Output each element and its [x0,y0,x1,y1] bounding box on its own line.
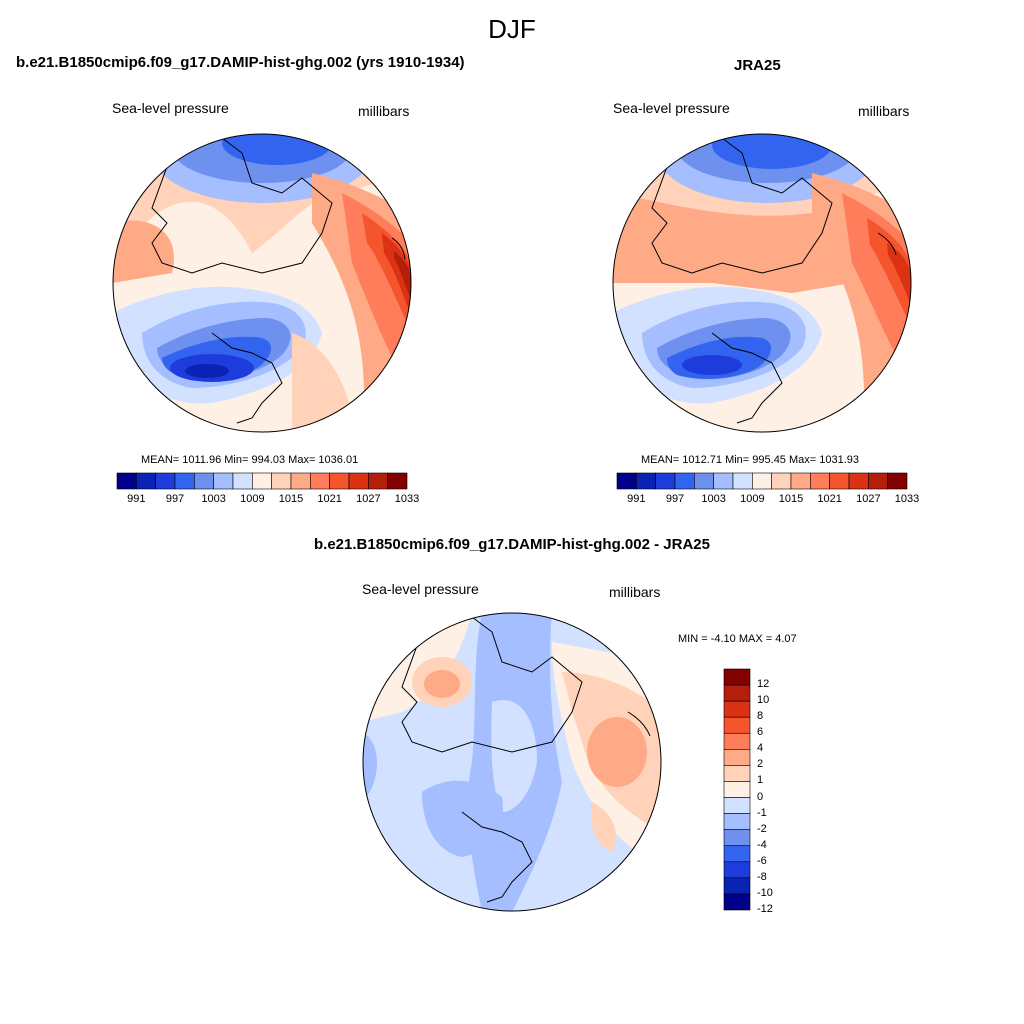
colorbar-swatch [868,472,888,490]
colorbar-swatch [348,472,369,490]
colorbar-tick-label: 1015 [278,493,304,505]
colorbar-swatch [155,472,176,490]
colorbar-tick-label: -4 [757,838,767,851]
colorbar-tick-label: 1027 [856,493,881,505]
colorbar-swatch [723,813,751,830]
panel3-colorbar [723,668,751,911]
colorbar-swatch [136,472,156,490]
colorbar-swatch [636,472,656,490]
colorbar-tick-label: 8 [757,710,764,723]
panel1-polar-map [112,133,412,433]
colorbar-tick-label: 991 [627,493,646,505]
colorbar-swatch [887,472,908,490]
colorbar-tick-label: 1033 [394,493,420,505]
colorbar-tick-label: -2 [757,822,767,835]
colorbar-tick-label: 991 [127,493,146,505]
colorbar-swatch [723,716,751,734]
colorbar-swatch [713,472,734,490]
colorbar-tick-label: 1 [757,774,764,787]
panel3-units-label: millibars [609,584,661,600]
colorbar-swatch [723,877,751,895]
colorbar-tick-label: -10 [757,886,773,899]
panel2-polar-map [612,133,912,433]
colorbar-tick-label: 10 [757,694,770,707]
panel1-units-label: millibars [358,103,410,119]
colorbar-swatch [271,472,292,490]
colorbar-tick-label: 1003 [201,493,226,505]
colorbar-swatch [655,472,676,490]
colorbar-tick-label: 1009 [240,493,265,505]
colorbar-swatch [290,472,311,490]
colorbar-tick-label: 997 [665,493,685,505]
colorbar-swatch [213,472,234,490]
colorbar-swatch [771,472,792,490]
colorbar-swatch [310,472,330,490]
colorbar-tick-label: -1 [757,806,767,819]
colorbar-tick-label: -6 [757,854,767,867]
colorbar-swatch [723,700,751,718]
colorbar-swatch [116,472,137,490]
panel2-units-label: millibars [858,103,910,119]
panel1-colorbar [116,472,408,490]
colorbar-swatch [723,893,751,911]
colorbar-tick-label: 1033 [894,493,920,505]
colorbar-swatch [723,749,751,766]
panel2-variable-label: Sea-level pressure [613,100,730,116]
colorbar-swatch [848,472,869,490]
colorbar-swatch [329,472,350,490]
colorbar-swatch [232,472,253,490]
colorbar-tick-label: 1021 [317,493,342,505]
panel3-polar-map [362,612,662,912]
colorbar-swatch [368,472,388,490]
colorbar-tick-label: 4 [757,742,764,755]
colorbar-tick-label: 1003 [701,493,726,505]
panel2-colorbar [616,472,908,490]
panel1-title: b.e21.B1850cmip6.f09_g17.DAMIP-hist-ghg.… [16,54,465,71]
colorbar-swatch [723,845,751,863]
colorbar-swatch [723,781,751,798]
panel3-stats: MIN = -4.10 MAX = 4.07 [678,633,797,645]
colorbar-tick-label: 1027 [356,493,381,505]
colorbar-swatch [387,472,408,490]
colorbar-tick-label: 12 [757,678,770,691]
colorbar-swatch [174,472,195,490]
panel2-title: JRA25 [734,57,781,74]
colorbar-swatch [252,472,272,490]
colorbar-tick-label: -8 [757,870,767,883]
colorbar-tick-label: -12 [757,903,773,915]
panel2-stats: MEAN= 1012.71 Min= 995.45 Max= 1031.93 [641,454,860,466]
panel1-variable-label: Sea-level pressure [112,100,229,116]
colorbar-swatch [194,472,214,490]
colorbar-swatch [674,472,695,490]
colorbar-tick-label: 0 [757,790,764,803]
colorbar-tick-label: 2 [757,758,764,771]
colorbar-swatch [810,472,830,490]
colorbar-swatch [723,684,751,702]
panel1-stats: MEAN= 1011.96 Min= 994.03 Max= 1036.01 [141,454,359,466]
colorbar-swatch [790,472,811,490]
colorbar-swatch [723,861,751,879]
colorbar-tick-label: 6 [757,726,764,739]
colorbar-tick-label: 1009 [740,493,765,505]
panel3-variable-label: Sea-level pressure [362,581,479,597]
colorbar-swatch [694,472,714,490]
colorbar-swatch [829,472,850,490]
colorbar-swatch [723,765,751,782]
colorbar-swatch [732,472,753,490]
colorbar-swatch [723,732,751,750]
colorbar-tick-label: 997 [165,493,185,505]
colorbar-swatch [723,829,751,847]
figure-title: DJF [488,14,536,44]
panel3-title: b.e21.B1850cmip6.f09_g17.DAMIP-hist-ghg.… [314,536,710,553]
colorbar-tick-label: 1021 [817,493,842,505]
colorbar-swatch [723,668,751,686]
colorbar-swatch [616,472,637,490]
colorbar-swatch [752,472,772,490]
colorbar-tick-label: 1015 [778,493,804,505]
colorbar-swatch [723,797,751,814]
